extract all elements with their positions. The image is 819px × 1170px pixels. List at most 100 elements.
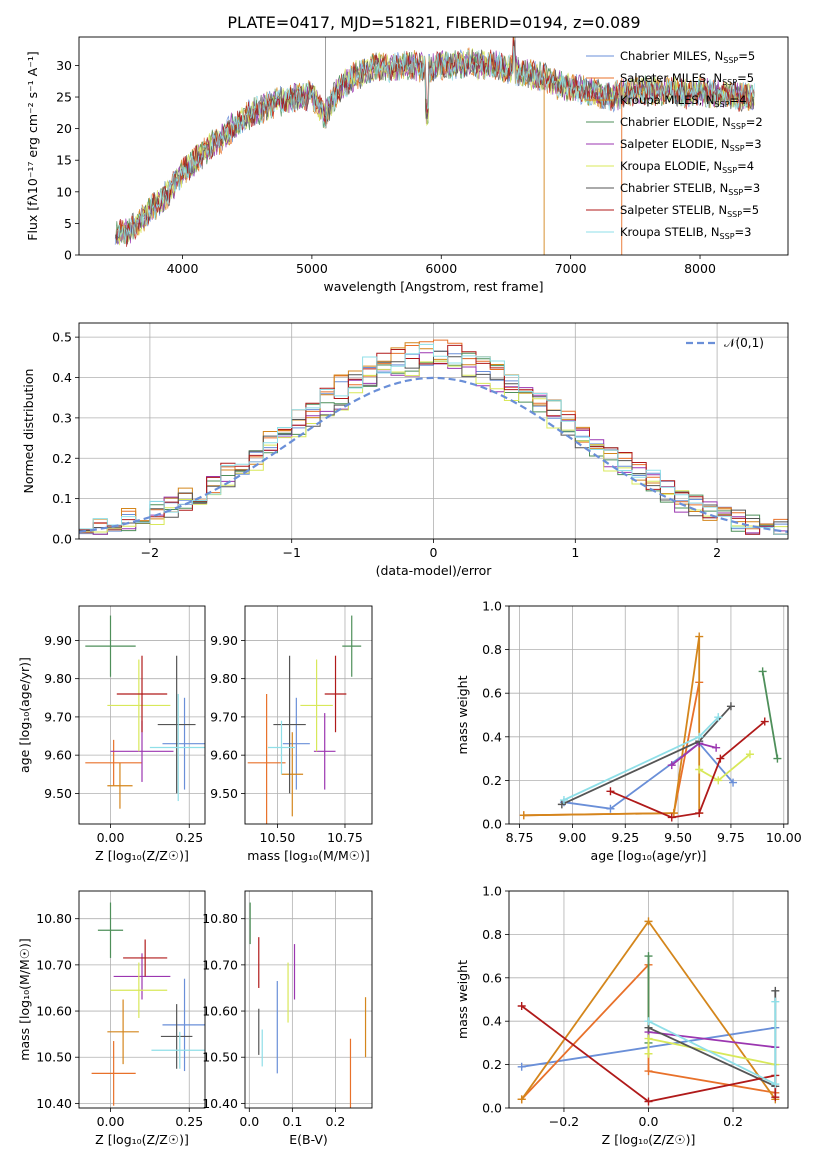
series-marker	[517, 1095, 526, 1104]
axes-frame	[78, 36, 789, 256]
y-axis-label: mass weight	[455, 675, 470, 754]
plot-area	[85, 615, 205, 809]
series-marker	[644, 1097, 653, 1106]
y-tick-label: 10.50	[202, 1050, 238, 1065]
y-tick-label: 0.4	[52, 370, 72, 385]
x-tick-label: 9.25	[611, 830, 639, 845]
x-axis-label: Z [log₁₀(Z/Z☉)]	[95, 848, 189, 863]
y-tick-label: 9.50	[44, 786, 72, 801]
histogram-8	[79, 343, 788, 535]
series-marker	[758, 667, 767, 676]
x-tick-label: 0.00	[97, 830, 125, 845]
x-tick-label: 4000	[167, 261, 199, 276]
y-tick-label: 10.70	[202, 957, 238, 972]
series-marker	[667, 813, 676, 822]
series-marker	[519, 811, 528, 820]
legend-label: Salpeter MILES, NSSP=5	[620, 71, 754, 87]
y-tick-label: 9.80	[210, 671, 238, 686]
y-tick-label: 0.1	[52, 491, 72, 506]
x-tick-label: 0.25	[175, 1114, 203, 1129]
histogram-6	[79, 350, 788, 531]
legend-label: Kroupa ELODIE, NSSP=4	[620, 159, 754, 175]
series-line-4	[648, 1031, 776, 1049]
series-marker	[771, 1080, 780, 1089]
x-tick-label: 5000	[296, 261, 328, 276]
x-tick-label: 8.75	[506, 830, 534, 845]
x-axis-label: Z [log₁₀(Z/Z☉)]	[95, 1132, 189, 1147]
axes-frame	[78, 322, 789, 540]
x-tick-label: 10.00	[766, 830, 802, 845]
x-tick-label: 9.00	[558, 830, 586, 845]
y-tick-label: 0.0	[482, 1101, 502, 1116]
plot-area	[517, 917, 780, 1106]
x-tick-label: −2	[141, 545, 159, 560]
series-line-5	[647, 1037, 776, 1066]
axes-frame	[78, 890, 206, 1109]
series-marker	[771, 997, 780, 1006]
y-tick-label: 9.90	[210, 633, 238, 648]
y-tick-label: 1.0	[482, 599, 502, 614]
y-tick-label: 10	[56, 184, 72, 199]
series-marker	[695, 765, 704, 774]
series-line-7	[610, 720, 766, 819]
series-marker	[559, 796, 568, 805]
series-marker	[773, 754, 782, 763]
series-marker	[517, 1002, 526, 1011]
plot-area	[247, 615, 362, 824]
y-tick-label: 10.50	[36, 1050, 72, 1065]
series-marker	[714, 776, 723, 785]
y-tick-label: 5	[64, 216, 72, 231]
x-tick-label: −0.2	[549, 1114, 579, 1129]
x-axis-label: (data-model)/error	[376, 563, 493, 578]
y-tick-label: 0.4	[482, 1014, 502, 1029]
x-tick-label: 10.50	[260, 830, 296, 845]
x-axis-label: wavelength [Angstrom, rest frame]	[323, 279, 543, 294]
x-tick-label: 0.25	[175, 830, 203, 845]
y-tick-label: 0.6	[482, 686, 502, 701]
panel-weight_vs_age: 8.75 9.00 9.25 9.50 9.75 10.00 0.0 0.2 0.4 0.6 0.8…	[455, 599, 802, 864]
y-tick-label: 9.50	[210, 786, 238, 801]
series-marker	[714, 713, 723, 722]
y-tick-label: 9.80	[44, 671, 72, 686]
series-marker	[745, 750, 754, 759]
x-axis-label: E(B-V)	[289, 1132, 328, 1147]
x-tick-label: 9.50	[664, 830, 692, 845]
y-tick-label: 0.6	[482, 970, 502, 985]
legend-label: 𝒩(0,1)	[724, 336, 764, 350]
legend-label: Salpeter STELIB, NSSP=5	[620, 203, 759, 219]
y-tick-label: 9.90	[44, 633, 72, 648]
y-tick-label: 1.0	[482, 884, 502, 899]
normal-curve	[79, 376, 788, 533]
panel-weight_vs_Z: −0.2 0.0 0.2 0.0 0.2 0.4 0.6 0.8 1.0 Z [log₁₀(Z/Z…	[455, 884, 789, 1147]
panel-spectrum: 4000 5000 6000 7000 8000 0 5 10 15 20 25 30 waveleng…	[25, 36, 789, 294]
series-marker	[606, 804, 615, 813]
plot-area	[519, 632, 782, 822]
axes-frame	[78, 605, 206, 825]
series-marker	[644, 1017, 653, 1026]
panel-residuals: −2 −1 0 1 2 0.0 0.1 0.2 0.3 0.4 0.5 (data-model)/er…	[21, 322, 789, 578]
series-marker	[712, 743, 721, 752]
series-marker	[695, 632, 704, 641]
series-marker	[760, 717, 769, 726]
y-tick-label: 0.2	[482, 773, 502, 788]
y-tick-label: 0.8	[482, 927, 502, 942]
x-tick-label: 8000	[684, 261, 716, 276]
axes-frame	[244, 605, 373, 825]
y-tick-label: 0.2	[52, 451, 72, 466]
y-axis-label: mass [log₁₀(M/M☉)]	[17, 938, 32, 1060]
x-tick-label: 1	[571, 545, 579, 560]
x-tick-label: 9.75	[717, 830, 745, 845]
y-axis-label: age [log₁₀(age/yr)]	[17, 657, 32, 773]
histogram-7	[79, 344, 788, 535]
y-axis-label: Normed distribution	[21, 369, 36, 494]
x-tick-label: 0.1	[282, 1114, 302, 1129]
y-tick-label: 0.0	[52, 532, 72, 547]
series-marker	[606, 787, 615, 796]
series-marker	[695, 809, 704, 818]
series-marker	[667, 761, 676, 770]
panel-age_vs_Z: 0.00 0.25 9.50 9.60 9.70 9.80 9.90 Z [log₁₀(Z/Z…	[17, 605, 206, 863]
y-tick-label: 10.40	[202, 1096, 238, 1111]
y-tick-label: 10.70	[36, 957, 72, 972]
series-line-5	[698, 753, 751, 782]
